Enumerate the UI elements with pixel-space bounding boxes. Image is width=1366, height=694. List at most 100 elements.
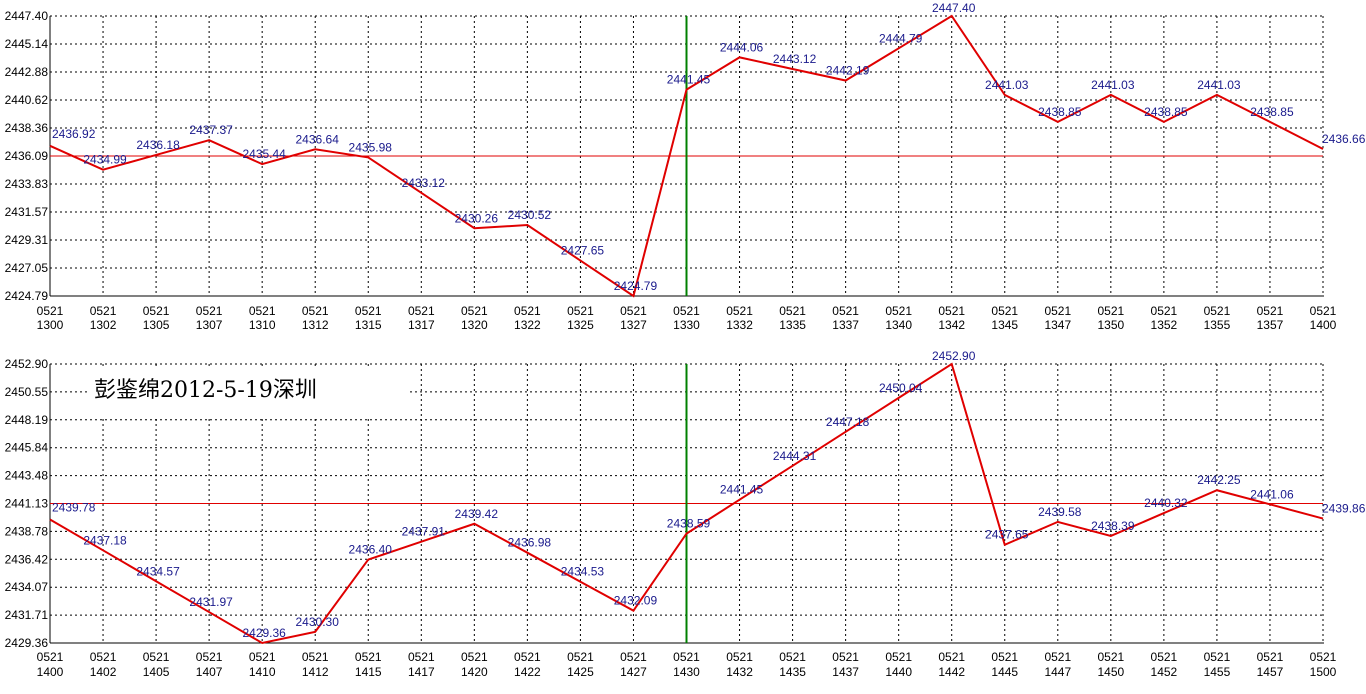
- x-tick-time: 1450: [1097, 665, 1124, 679]
- x-tick-date: 0521: [249, 304, 276, 318]
- x-tick-time: 1457: [1257, 665, 1284, 679]
- data-label: 2447.18: [826, 415, 870, 429]
- x-tick-time: 1455: [1204, 665, 1231, 679]
- x-tick-time: 1307: [196, 318, 223, 332]
- x-tick-date: 0521: [90, 304, 117, 318]
- y-tick-label: 2442.88: [5, 65, 49, 79]
- data-label: 2439.58: [1038, 505, 1082, 519]
- x-tick-date: 0521: [37, 650, 64, 664]
- data-label: 2424.79: [614, 279, 658, 293]
- y-tick-label: 2429.31: [5, 233, 49, 247]
- x-tick-date: 0521: [779, 304, 806, 318]
- data-label: 2452.90: [932, 349, 976, 363]
- data-label: 2436.18: [136, 138, 180, 152]
- data-label: 2427.65: [561, 244, 605, 258]
- data-label: 2434.99: [83, 153, 127, 167]
- x-tick-date: 0521: [355, 650, 382, 664]
- x-tick-time: 1312: [302, 318, 329, 332]
- x-tick-date: 0521: [673, 650, 700, 664]
- y-tick-label: 2431.57: [5, 205, 49, 219]
- x-tick-time: 1350: [1097, 318, 1124, 332]
- x-tick-time: 1430: [673, 665, 700, 679]
- x-tick-date: 0521: [196, 304, 223, 318]
- x-tick-time: 1432: [726, 665, 753, 679]
- x-tick-time: 1332: [726, 318, 753, 332]
- data-label: 2436.64: [296, 132, 340, 146]
- y-tick-label: 2436.42: [5, 552, 49, 566]
- data-label: 2436.66: [1322, 132, 1366, 146]
- y-tick-label: 2440.62: [5, 93, 49, 107]
- data-label: 2437.65: [985, 528, 1029, 542]
- x-tick-time: 1330: [673, 318, 700, 332]
- watermark-box: [90, 366, 410, 418]
- x-tick-date: 0521: [302, 304, 329, 318]
- x-tick-time: 1447: [1044, 665, 1071, 679]
- data-label: 2441.45: [720, 483, 764, 497]
- y-tick-label: 2447.40: [5, 9, 49, 23]
- x-tick-date: 0521: [885, 304, 912, 318]
- data-label: 2439.42: [455, 507, 499, 521]
- x-tick-date: 0521: [143, 650, 170, 664]
- x-tick-date: 0521: [1097, 304, 1124, 318]
- x-tick-date: 0521: [355, 304, 382, 318]
- x-tick-time: 1437: [832, 665, 859, 679]
- x-tick-date: 0521: [196, 650, 223, 664]
- x-tick-date: 0521: [1204, 304, 1231, 318]
- x-tick-time: 1412: [302, 665, 329, 679]
- x-tick-date: 0521: [408, 650, 435, 664]
- x-tick-date: 0521: [620, 650, 647, 664]
- x-tick-time: 1440: [885, 665, 912, 679]
- data-label: 2437.91: [402, 525, 446, 539]
- x-tick-date: 0521: [673, 304, 700, 318]
- x-tick-date: 0521: [832, 304, 859, 318]
- y-tick-label: 2424.79: [5, 289, 49, 303]
- x-tick-time: 1400: [37, 665, 64, 679]
- data-label: 2431.97: [189, 595, 233, 609]
- x-tick-date: 0521: [302, 650, 329, 664]
- y-tick-label: 2445.14: [5, 37, 49, 51]
- x-tick-date: 0521: [1151, 650, 1178, 664]
- x-tick-date: 0521: [726, 304, 753, 318]
- x-tick-time: 1347: [1044, 318, 1071, 332]
- x-tick-time: 1317: [408, 318, 435, 332]
- x-tick-time: 1427: [620, 665, 647, 679]
- data-label: 2443.12: [773, 52, 817, 66]
- data-label: 2438.85: [1038, 105, 1082, 119]
- y-tick-label: 2450.55: [5, 385, 49, 399]
- x-tick-time: 1337: [832, 318, 859, 332]
- x-tick-date: 0521: [726, 650, 753, 664]
- y-tick-label: 2433.83: [5, 177, 49, 191]
- x-tick-time: 1422: [514, 665, 541, 679]
- y-tick-label: 2452.90: [5, 357, 49, 371]
- data-label: 2441.03: [1091, 78, 1135, 92]
- x-tick-time: 1357: [1257, 318, 1284, 332]
- data-label: 2434.57: [136, 564, 180, 578]
- x-tick-time: 1420: [461, 665, 488, 679]
- data-label: 2436.40: [349, 543, 393, 557]
- data-label: 2444.31: [773, 449, 817, 463]
- x-tick-date: 0521: [249, 650, 276, 664]
- data-label: 2442.25: [1197, 473, 1241, 487]
- x-tick-date: 0521: [1151, 304, 1178, 318]
- x-tick-time: 1415: [355, 665, 382, 679]
- x-tick-time: 1342: [938, 318, 965, 332]
- x-tick-date: 0521: [1310, 304, 1337, 318]
- x-tick-date: 0521: [1044, 304, 1071, 318]
- x-tick-time: 1300: [37, 318, 64, 332]
- x-tick-time: 1305: [143, 318, 170, 332]
- x-tick-time: 1445: [991, 665, 1018, 679]
- x-tick-date: 0521: [514, 304, 541, 318]
- x-tick-date: 0521: [991, 304, 1018, 318]
- x-tick-date: 0521: [620, 304, 647, 318]
- x-tick-time: 1327: [620, 318, 647, 332]
- data-label: 2441.03: [1197, 78, 1241, 92]
- y-tick-label: 2438.36: [5, 121, 49, 135]
- data-label: 2438.85: [1144, 105, 1188, 119]
- y-tick-label: 2445.84: [5, 441, 49, 455]
- y-tick-label: 2448.19: [5, 413, 49, 427]
- data-label: 2436.92: [52, 127, 96, 141]
- data-label: 2435.44: [242, 147, 286, 161]
- x-tick-time: 1355: [1204, 318, 1231, 332]
- data-label: 2440.32: [1144, 496, 1188, 510]
